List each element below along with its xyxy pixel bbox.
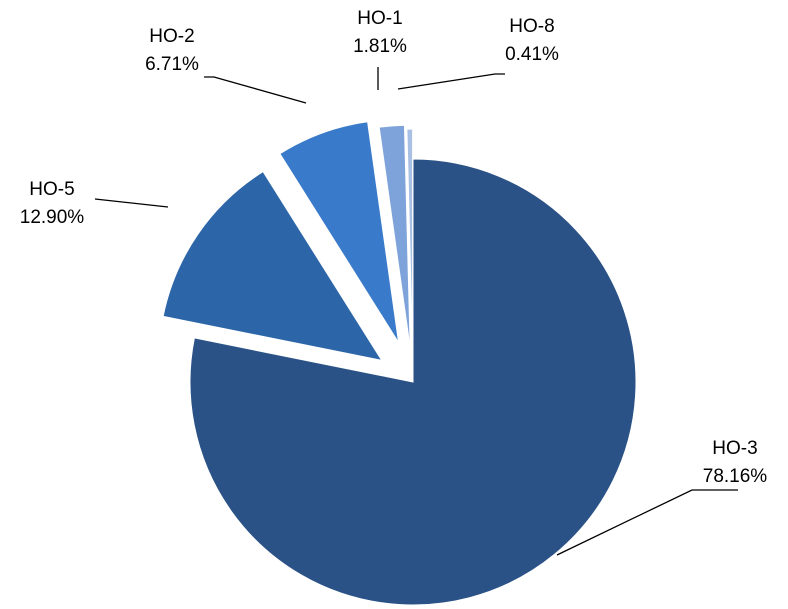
slice-name-label: HO-3 (712, 438, 757, 459)
leader-line-ho-3 (556, 489, 738, 556)
slice-value-label: 1.81% (353, 36, 407, 57)
slice-value-label: 12.90% (20, 207, 85, 228)
pie-slice-ho-8 (406, 128, 414, 353)
leader-line-ho-2 (204, 76, 307, 104)
slice-value-label: 78.16% (703, 466, 768, 487)
slice-name-label: HO-8 (509, 16, 554, 37)
slice-name-label: HO-1 (357, 8, 402, 29)
leader-line-ho-5 (94, 198, 169, 208)
pie-slice-ho-2 (279, 121, 400, 343)
leader-line-ho-8 (397, 73, 505, 90)
pie-slice-ho-1 (378, 124, 411, 349)
slice-labels: HO-3 78.16% HO-5 12.90% HO-2 6.71% HO-1 1.81% HO… (20, 8, 768, 487)
slice-value-label: 0.41% (505, 44, 559, 65)
pie-slices (162, 121, 637, 606)
slice-value-label: 6.71% (145, 54, 199, 75)
slice-name-label: HO-5 (29, 179, 74, 200)
leader-lines (94, 67, 738, 556)
pie-slice-ho-3 (189, 158, 637, 606)
slice-name-label: HO-2 (149, 26, 194, 47)
pie-slice-ho-5 (162, 170, 383, 362)
